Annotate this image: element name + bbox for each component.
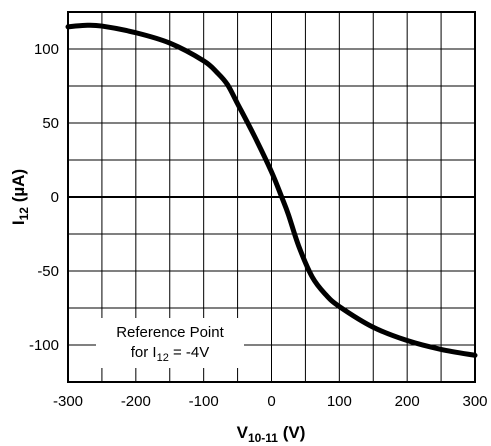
x-tick-label: 0 — [267, 393, 275, 410]
x-tick-label: -300 — [53, 393, 83, 410]
x-axis-title: V10-11 (V) — [237, 423, 306, 445]
y-tick-label: 50 — [42, 115, 59, 132]
x-tick-label: -100 — [189, 393, 219, 410]
y-tick-label: -50 — [37, 263, 59, 280]
x-tick-label: 300 — [462, 393, 487, 410]
x-tick-label: -200 — [121, 393, 151, 410]
y-tick-labels: -100 -50 0 50 100 — [29, 41, 59, 354]
series-line — [65, 22, 478, 358]
x-tick-label: 100 — [327, 393, 352, 410]
y-tick-label: -100 — [29, 337, 59, 354]
x-tick-label: 200 — [395, 393, 420, 410]
y-axis-title: I12 (µA) — [9, 169, 31, 225]
annotation-box: Reference Point for I12 = -4V — [96, 318, 244, 368]
y-tick-label: 100 — [34, 41, 59, 58]
annotation-line1: Reference Point — [116, 324, 224, 341]
annotation-line2: for I12 = -4V — [131, 344, 210, 364]
y-tick-label: 0 — [51, 189, 59, 206]
plot-frame — [67, 11, 476, 383]
x-tick-labels: -300 -200 -100 0 100 200 300 — [53, 393, 488, 410]
